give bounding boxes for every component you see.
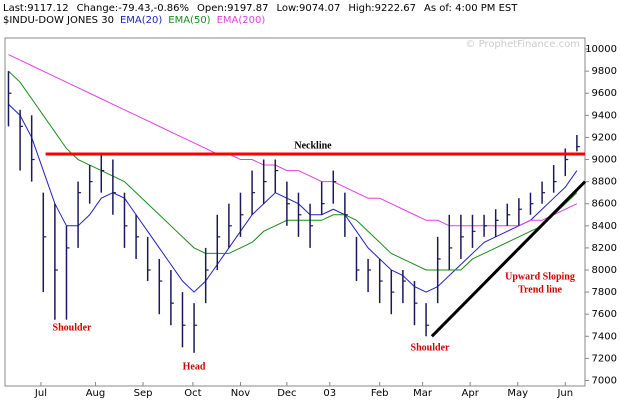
x-tick-label: 03: [323, 388, 336, 399]
y-tick-label: 7000: [592, 375, 617, 386]
ema-line: [8, 70, 578, 271]
legend-entry: EMA(50): [168, 15, 210, 26]
x-tick-label: Nov: [231, 388, 251, 399]
y-tick-label: 8400: [592, 221, 617, 232]
x-tick-label: Jun: [556, 388, 573, 399]
x-tick-label: Apr: [462, 388, 480, 399]
x-tick-label: Aug: [86, 388, 106, 399]
y-tick-label: 7400: [592, 331, 617, 342]
legend-entry: EMA(200): [217, 15, 266, 26]
y-tick-label: 7600: [592, 309, 617, 320]
y-tick-label: 8600: [592, 199, 617, 210]
x-tick-label: Mar: [413, 388, 433, 399]
y-tick-label: 9600: [592, 88, 617, 99]
pattern-label: Shoulder: [53, 322, 92, 333]
watermark: © ProphetFinance.com: [465, 39, 580, 50]
neckline-label: Neckline: [294, 140, 332, 151]
y-tick-label: 9200: [592, 132, 617, 143]
header-item: Low:9074.07: [276, 3, 340, 14]
legend-entry: $INDU-DOW JONES 30: [3, 15, 114, 26]
y-tick-label: 9800: [592, 66, 617, 77]
y-tick-label: 8800: [592, 177, 617, 188]
pattern-label: Head: [183, 361, 206, 372]
x-tick-label: Dec: [277, 388, 296, 399]
ema-line: [8, 54, 578, 227]
header-item: Last:9117.12: [3, 3, 69, 14]
trendline-label: Upward Sloping: [505, 271, 575, 282]
header-item: High:9222.67: [348, 3, 416, 14]
trendline-label: Trend line: [518, 284, 562, 295]
y-tick-label: 8200: [592, 243, 617, 254]
x-tick-label: May: [507, 388, 528, 399]
y-tick-label: 8000: [592, 265, 617, 276]
x-tick-label: Feb: [371, 388, 389, 399]
y-tick-label: 7200: [592, 353, 617, 364]
header-item: Change:-79.43,-0.86%: [77, 3, 189, 14]
trendline: [430, 180, 587, 338]
plot-frame: [4, 37, 586, 387]
x-tick-label: Jul: [34, 388, 47, 399]
pattern-label: Shoulder: [411, 342, 450, 353]
y-tick-label: 10000: [585, 44, 617, 55]
x-tick-label: Oct: [184, 388, 201, 399]
legend-entry: EMA(20): [120, 15, 162, 26]
y-tick-label: 9400: [592, 110, 617, 121]
header-item: Open:9197.87: [197, 3, 268, 14]
y-tick-label: 9000: [592, 155, 617, 166]
y-tick-label: 7800: [592, 287, 617, 298]
ema-line: [8, 103, 578, 293]
header-item: As of: 4:00 PM EST: [424, 3, 518, 14]
x-tick-label: Sep: [134, 388, 153, 399]
